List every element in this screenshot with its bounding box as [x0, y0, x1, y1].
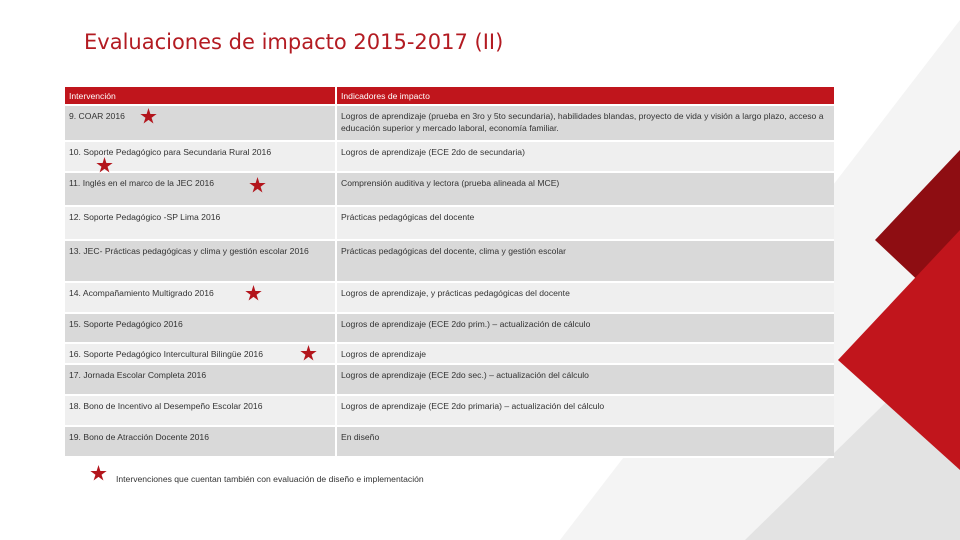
- table-row: 9. COAR 2016 Logros de aprendizaje (prue…: [65, 105, 834, 142]
- table-header-row: Intervención Indicadores de impacto: [65, 87, 834, 106]
- indicator-cell: En diseño: [336, 426, 834, 458]
- table-row: 10. Soporte Pedagógico para Secundaria R…: [65, 141, 834, 173]
- indicator-cell: Prácticas pedagógicas del docente: [336, 206, 834, 241]
- intervention-cell: 16. Soporte Pedagógico Intercultural Bil…: [65, 343, 337, 365]
- indicator-cell: Comprensión auditiva y lectora (prueba a…: [336, 172, 834, 207]
- intervention-cell: 13. JEC- Prácticas pedagógicas y clima y…: [65, 240, 337, 283]
- header-indicators: Indicadores de impacto: [336, 87, 834, 106]
- intervention-cell: 10. Soporte Pedagógico para Secundaria R…: [65, 141, 337, 173]
- table-row: 13. JEC- Prácticas pedagógicas y clima y…: [65, 240, 834, 283]
- legend-text: Intervenciones que cuentan también con e…: [116, 474, 424, 484]
- indicator-cell: Logros de aprendizaje, y prácticas pedag…: [336, 282, 834, 314]
- indicator-cell: Logros de aprendizaje (ECE 2do sec.) – a…: [336, 364, 834, 396]
- indicator-cell: Logros de aprendizaje (ECE 2do prim.) – …: [336, 313, 834, 344]
- indicator-cell: Logros de aprendizaje (ECE 2do primaria)…: [336, 395, 834, 427]
- intervention-cell: 11. Inglés en el marco de la JEC 2016: [65, 172, 337, 207]
- intervention-cell: 12. Soporte Pedagógico -SP Lima 2016: [65, 206, 337, 241]
- table-row: 11. Inglés en el marco de la JEC 2016 Co…: [65, 172, 834, 207]
- intervention-cell: 18. Bono de Incentivo al Desempeño Escol…: [65, 395, 337, 427]
- indicator-cell: Prácticas pedagógicas del docente, clima…: [336, 240, 834, 283]
- intervention-cell: 15. Soporte Pedagógico 2016: [65, 313, 337, 344]
- decor-shape-red: [838, 230, 960, 470]
- page-title: Evaluaciones de impacto 2015-2017 (II): [84, 30, 504, 54]
- header-intervention: Intervención: [65, 87, 337, 106]
- table-row: 19. Bono de Atracción Docente 2016 En di…: [65, 426, 834, 458]
- table-row: 17. Jornada Escolar Completa 2016 Logros…: [65, 364, 834, 396]
- intervention-cell: 17. Jornada Escolar Completa 2016: [65, 364, 337, 396]
- impact-table: Intervención Indicadores de impacto 9. C…: [65, 87, 834, 458]
- table-row: 12. Soporte Pedagógico -SP Lima 2016 Prá…: [65, 206, 834, 241]
- intervention-cell: 19. Bono de Atracción Docente 2016: [65, 426, 337, 458]
- table-row: 15. Soporte Pedagógico 2016 Logros de ap…: [65, 313, 834, 344]
- intervention-cell: 14. Acompañamiento Multigrado 2016: [65, 282, 337, 314]
- indicator-cell: Logros de aprendizaje (ECE 2do de secund…: [336, 141, 834, 173]
- table-row: 18. Bono de Incentivo al Desempeño Escol…: [65, 395, 834, 427]
- table-row: 16. Soporte Pedagógico Intercultural Bil…: [65, 343, 834, 365]
- table-row: 14. Acompañamiento Multigrado 2016 Logro…: [65, 282, 834, 314]
- indicator-cell: Logros de aprendizaje (prueba en 3ro y 5…: [336, 105, 834, 142]
- indicator-cell: Logros de aprendizaje: [336, 343, 834, 365]
- intervention-cell: 9. COAR 2016: [65, 105, 337, 142]
